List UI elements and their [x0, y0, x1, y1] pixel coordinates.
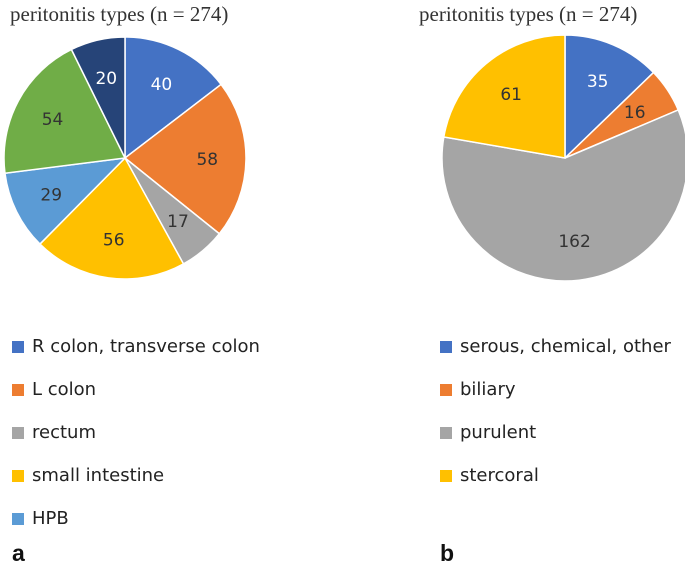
chart-a-legend-item-0: R colon, transverse colon [12, 336, 260, 357]
chart-a-legend-label-0: R colon, transverse colon [32, 336, 260, 357]
chart-b-legend-swatch-1 [440, 383, 452, 396]
chart-a-slice-3 [38, 156, 185, 280]
chart-a-data-label-1: 58 [196, 150, 218, 170]
chart-b-legend-swatch-2 [440, 426, 452, 439]
chart-b-data-label-3: 61 [500, 85, 522, 105]
chart-b-legend-item-0: serous, chemical, other [440, 336, 671, 357]
chart-b-data-label-2: 162 [558, 232, 590, 252]
chart-a-slice-5 [3, 48, 127, 175]
chart-a-legend-label-2: rectum [32, 422, 96, 443]
chart-b-legend-label-3: stercoral [460, 465, 539, 486]
chart-a-data-label-4: 29 [40, 185, 62, 205]
chart-b-legend-item-2: purulent [440, 422, 536, 443]
chart-b-legend-item-1: biliary [440, 379, 516, 400]
chart-b-legend-label-0: serous, chemical, other [460, 336, 671, 357]
chart-a-legend-swatch-3 [12, 469, 24, 482]
chart-a-legend-item-3: small intestine [12, 465, 164, 486]
panel-letter-b: b [440, 540, 455, 566]
panel-letter-a: a [12, 540, 25, 566]
chart-a-legend-swatch-0 [12, 340, 24, 353]
chart-b-slice-3 [442, 34, 566, 159]
chart-a-legend-item-1: L colon [12, 379, 96, 400]
chart-a-title: peritonitis types (n = 274) [10, 2, 229, 26]
chart-b-slice-2 [441, 108, 685, 282]
chart-a-legend-item-2: rectum [12, 422, 96, 443]
chart-a-data-label-0: 40 [151, 75, 173, 95]
chart-b-data-label-0: 35 [587, 72, 609, 92]
chart-b-title: peritonitis types (n = 274) [419, 2, 638, 26]
chart-b-legend-swatch-3 [440, 469, 452, 482]
chart-a-data-label-3: 56 [103, 231, 125, 251]
chart-a-data-label-5: 54 [42, 110, 64, 130]
chart-a-data-label-2: 17 [167, 212, 189, 232]
chart-a-legend-swatch-4 [12, 512, 24, 525]
chart-a-legend-label-3: small intestine [32, 465, 165, 486]
chart-a-legend-label-4: HPB [32, 508, 69, 529]
chart-a-slice-0 [124, 36, 223, 160]
chart-a-legend-swatch-2 [12, 426, 24, 439]
chart-a-legend-swatch-1 [12, 383, 24, 396]
chart-b-slice-0 [564, 34, 655, 160]
chart-b-legend-item-3: stercoral [440, 465, 539, 486]
chart-b-legend-swatch-0 [440, 340, 452, 353]
chart-a-legend-item-4: HPB [12, 508, 69, 529]
chart-b-legend-label-2: purulent [460, 422, 537, 443]
chart-a-slice-1 [123, 83, 247, 235]
chart-a-slice-6 [70, 36, 126, 159]
chart-a-legend-label-1: L colon [32, 379, 97, 400]
chart-b-legend-label-1: biliary [460, 379, 516, 400]
chart-b-data-label-1: 16 [624, 103, 646, 123]
chart-a-data-label-6: 20 [95, 69, 117, 89]
chart-a-slice-4 [4, 156, 128, 246]
